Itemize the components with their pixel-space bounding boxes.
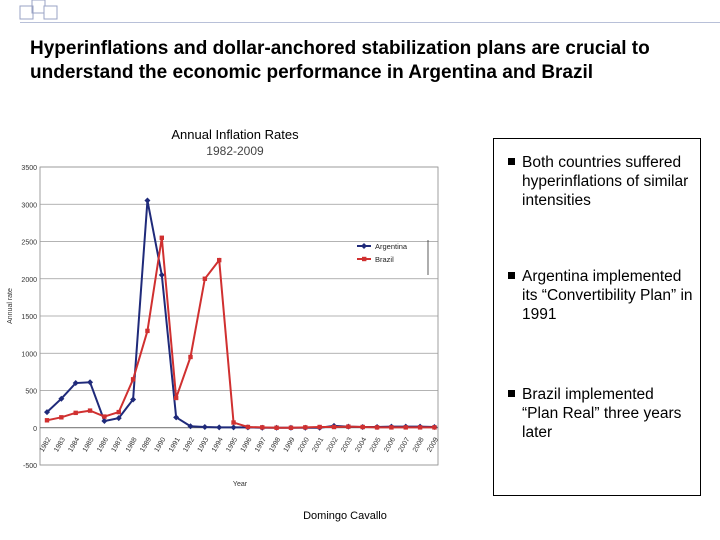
- bullet-item: Argentina implemented its “Convertibilit…: [508, 267, 694, 324]
- data-point-brazil: [202, 276, 208, 281]
- data-point-argentina: [87, 379, 94, 386]
- title-divider-line: [20, 22, 720, 23]
- data-point-brazil: [432, 425, 437, 430]
- y-tick-label: 2000: [21, 277, 37, 284]
- legend-label-brazil: Brazil: [375, 255, 394, 264]
- bullet-panel: Both countries suffered hyperinflations …: [493, 138, 701, 496]
- bullet-item: Brazil implemented “Plan Real” three yea…: [508, 385, 694, 442]
- data-point-argentina: [58, 395, 65, 402]
- series-line-brazil: [46, 237, 435, 429]
- data-point-brazil: [417, 425, 423, 430]
- data-point-brazil: [87, 408, 93, 413]
- data-point-brazil: [217, 257, 222, 263]
- data-point-brazil: [389, 425, 394, 430]
- data-point-brazil: [317, 424, 322, 430]
- data-point-brazil: [274, 425, 279, 430]
- data-point-brazil: [59, 415, 64, 420]
- data-point-argentina: [230, 424, 237, 431]
- bullet-text: Both countries suffered hyperinflations …: [522, 154, 689, 209]
- data-point-argentina: [130, 396, 137, 403]
- data-point-brazil: [130, 377, 136, 382]
- chart-subtitle: 1982-2009: [206, 144, 264, 158]
- data-point-brazil: [173, 395, 179, 401]
- data-point-argentina: [44, 409, 50, 416]
- data-point-brazil: [346, 424, 351, 429]
- legend-marker: [361, 243, 367, 249]
- data-point-brazil: [260, 425, 265, 430]
- data-point-argentina: [216, 424, 223, 431]
- y-axis-title: Annual rate: [7, 288, 14, 324]
- y-tick-label: 1000: [21, 351, 37, 358]
- data-point-brazil: [360, 424, 365, 430]
- data-point-argentina: [173, 414, 180, 421]
- bullet-square-icon: [508, 390, 515, 397]
- y-tick-label: 500: [25, 389, 37, 396]
- footer-author: Domingo Cavallo: [303, 510, 387, 522]
- data-point-brazil: [231, 420, 236, 425]
- data-point-brazil: [116, 409, 121, 415]
- y-tick-label: 1500: [21, 314, 37, 321]
- y-tick-label: 3500: [21, 165, 37, 172]
- data-point-brazil: [374, 425, 380, 430]
- data-point-brazil: [331, 424, 337, 430]
- data-point-argentina: [201, 424, 208, 431]
- legend-label-argentina: Argentina: [375, 242, 408, 251]
- x-axis-title: Year: [233, 481, 248, 488]
- data-point-argentina: [72, 380, 79, 387]
- legend-marker: [362, 256, 367, 262]
- data-point-argentina: [187, 423, 194, 430]
- y-tick-label: 3000: [21, 202, 37, 209]
- data-point-brazil: [245, 424, 251, 430]
- data-point-brazil: [44, 418, 50, 423]
- bullet-square-icon: [508, 272, 515, 279]
- data-point-brazil: [159, 235, 164, 240]
- slide-corner-decoration: [19, 0, 58, 20]
- y-tick-label: 0: [33, 426, 37, 433]
- data-point-brazil: [403, 425, 408, 430]
- slide-title: Hyperinflations and dollar-anchored stab…: [30, 38, 650, 83]
- data-point-brazil: [102, 414, 107, 419]
- data-point-brazil: [288, 425, 294, 430]
- bullet-square-icon: [508, 158, 515, 165]
- y-tick-label: -500: [23, 463, 37, 470]
- bullet-item: Both countries suffered hyperinflations …: [508, 153, 694, 210]
- data-point-argentina: [144, 197, 151, 204]
- data-point-brazil: [303, 425, 308, 430]
- data-point-argentina: [115, 415, 122, 422]
- data-point-argentina: [158, 272, 165, 279]
- chart-title: Annual Inflation Rates: [171, 127, 299, 142]
- bullet-text: Brazil implemented “Plan Real” three yea…: [522, 386, 682, 441]
- y-tick-label: 2500: [21, 240, 37, 247]
- data-point-brazil: [73, 410, 78, 416]
- data-point-brazil: [145, 328, 150, 334]
- data-point-brazil: [188, 354, 193, 360]
- data-point-argentina: [101, 418, 108, 425]
- bullet-text: Argentina implemented its “Convertibilit…: [522, 268, 693, 323]
